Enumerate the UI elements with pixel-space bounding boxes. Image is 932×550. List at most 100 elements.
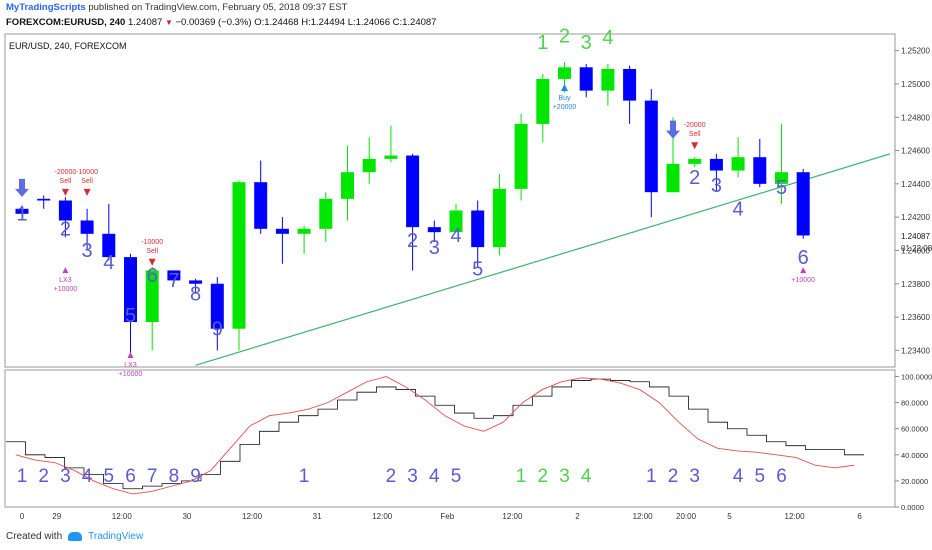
- count-label: 2: [407, 230, 418, 252]
- candle-body: [688, 158, 702, 164]
- osc-count-label: 7: [147, 466, 158, 487]
- price-tick-label: 1.24200: [901, 213, 930, 222]
- osc-signal-line: [15, 376, 855, 495]
- last-price-label: 1.24087: [901, 232, 930, 241]
- buy-arrow-icon: [561, 83, 568, 91]
- exit-arrow-icon: [62, 267, 69, 274]
- count-label: 1: [537, 32, 548, 54]
- time-label: 12:00: [372, 512, 393, 521]
- sell-signal-text: -10000: [141, 239, 163, 246]
- count-label: 2: [559, 25, 570, 47]
- time-label: 12:00: [785, 512, 806, 521]
- osc-tick-label: 80.0000: [901, 399, 928, 408]
- last-price-bg: [896, 229, 932, 241]
- candle-body: [254, 182, 268, 229]
- price-tick-label: 1.25200: [901, 47, 930, 56]
- time-label: Feb: [440, 512, 454, 521]
- osc-count-label: 6: [125, 466, 136, 487]
- count-label: 6: [147, 265, 158, 287]
- osc-count-label: 9: [190, 466, 201, 487]
- candle-body: [471, 210, 485, 248]
- ohlc-line: FOREXCOM:EURUSD, 240 1.24087 ▼ −0.00369 …: [6, 17, 436, 28]
- open-value: 1.24468: [264, 17, 299, 28]
- osc-count-label: 6: [776, 466, 787, 487]
- price-tick-label: 1.23600: [901, 313, 930, 322]
- count-label: 8: [190, 283, 201, 305]
- candle-body: [384, 155, 398, 159]
- sell-arrow-icon: [691, 142, 699, 150]
- time-label: 6: [857, 512, 862, 521]
- time-label: 20:00: [676, 512, 697, 521]
- tradingview-logo-icon: [68, 532, 83, 541]
- price-axis: 1.25200 1.25000 1.24800 1.24600 1.24400 1.242…: [895, 47, 932, 355]
- sell-signal-text: -20000: [684, 122, 706, 129]
- candle-body: [319, 198, 333, 229]
- osc-count-label: 4: [429, 466, 440, 487]
- time-label: 31: [313, 512, 322, 521]
- candle-body: [623, 68, 637, 101]
- count-label: 2: [60, 218, 71, 240]
- buy-signal-text: Buy: [558, 95, 571, 102]
- candle-body: [709, 158, 723, 171]
- trendline-layer: [195, 153, 891, 366]
- time-label: 12:00: [633, 512, 654, 521]
- candle-body: [796, 172, 810, 236]
- osc-count-label: 3: [60, 466, 71, 487]
- candle-body: [189, 280, 203, 284]
- price-tick-label: 1.23400: [901, 346, 930, 355]
- candle-body: [15, 208, 29, 214]
- count-label: 9: [212, 318, 223, 340]
- candle-body: [145, 270, 159, 323]
- osc-count-label: 2: [386, 466, 397, 487]
- time-label: 12:00: [112, 512, 133, 521]
- osc-count-label: 2: [538, 466, 549, 487]
- price-tick-label: 1.24800: [901, 113, 930, 122]
- candle-body: [297, 228, 311, 234]
- count-label: 2: [689, 167, 700, 189]
- count-label: 3: [711, 175, 722, 197]
- osc-count-label: 1: [646, 466, 657, 487]
- high-label: H:: [301, 17, 311, 28]
- close-label: C:: [392, 17, 403, 28]
- osc-tick-label: 0.0000: [901, 503, 924, 512]
- count-label: 3: [82, 240, 93, 262]
- candle-body: [362, 158, 376, 173]
- change-value: −0.00369 (−0.3%): [175, 17, 252, 28]
- time-label: 12:00: [242, 512, 263, 521]
- price-tick-label: 1.23800: [901, 280, 930, 289]
- candle-body: [579, 67, 593, 91]
- count-label: 4: [450, 225, 461, 247]
- last-price: 1.24087: [127, 17, 163, 28]
- candle-body: [102, 233, 116, 258]
- candle-body: [406, 155, 420, 228]
- osc-count-label: 5: [755, 466, 766, 487]
- sell-arrow-icon: [148, 258, 156, 266]
- exit-signal-text: LX3: [124, 362, 137, 369]
- osc-count-label: 1: [299, 466, 310, 487]
- osc-count-label: 3: [689, 466, 700, 487]
- author-link[interactable]: MyTradingScripts: [6, 2, 86, 13]
- price-tick-label: 1.24400: [901, 180, 930, 189]
- publish-line: MyTradingScripts published on TradingVie…: [6, 2, 348, 13]
- osc-price-step-line: [6, 378, 864, 490]
- sell-signal-text: Sell: [81, 178, 93, 185]
- time-label: 2: [575, 512, 580, 521]
- sell-arrow-icon: [61, 188, 69, 196]
- candle-body: [341, 172, 354, 199]
- high-value: 1.24494: [310, 17, 346, 28]
- countdown-label: 01:22:08: [901, 244, 932, 253]
- sell-signal-text: Sell: [689, 131, 701, 138]
- sell-arrow-icon: [83, 188, 91, 196]
- sell-signal-text: Sell: [146, 248, 158, 255]
- candle-body: [167, 270, 181, 281]
- osc-count-label: 5: [451, 466, 462, 487]
- price-tick-label: 1.24600: [901, 147, 930, 156]
- footer: Created with TradingView: [6, 531, 143, 542]
- main-pane-frame: [4, 33, 896, 368]
- osc-tick-label: 40.0000: [901, 451, 928, 460]
- tradingview-link[interactable]: TradingView: [88, 531, 144, 542]
- time-axis: 0 29 12:00 30 12:00 31 12:00 Feb 12:00 2 12:00 20:0…: [20, 512, 863, 521]
- candle-body: [558, 67, 571, 79]
- osc-count-label: 1: [516, 466, 527, 487]
